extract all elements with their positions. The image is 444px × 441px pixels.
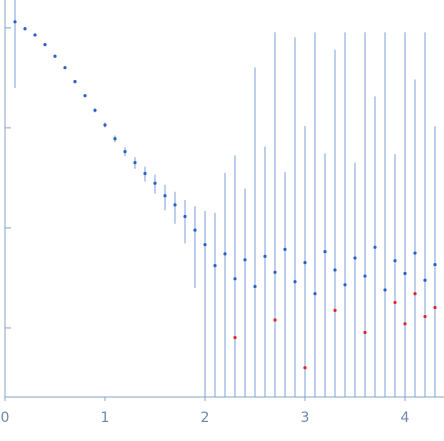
point xyxy=(143,171,147,176)
point xyxy=(333,268,337,272)
point xyxy=(403,271,407,276)
point xyxy=(283,247,287,251)
points xyxy=(13,20,437,370)
point xyxy=(363,330,367,335)
point xyxy=(303,366,307,370)
point xyxy=(23,27,27,31)
point xyxy=(53,54,57,58)
point xyxy=(73,80,77,84)
point xyxy=(343,283,347,287)
point xyxy=(213,264,217,268)
point xyxy=(323,249,327,254)
point xyxy=(333,308,337,312)
point xyxy=(273,270,277,274)
point xyxy=(93,108,97,112)
error-bars xyxy=(14,0,436,397)
point xyxy=(293,280,297,284)
point xyxy=(83,94,87,98)
point xyxy=(133,160,137,165)
point xyxy=(433,305,437,310)
x-tick-label: 4 xyxy=(401,410,410,426)
point xyxy=(233,277,237,281)
point xyxy=(253,284,257,289)
point xyxy=(193,228,197,232)
point xyxy=(123,149,127,154)
point xyxy=(113,137,117,141)
point xyxy=(413,292,417,296)
point xyxy=(393,259,397,263)
point xyxy=(423,314,427,319)
point xyxy=(103,123,107,127)
point xyxy=(203,243,207,247)
point xyxy=(243,258,247,262)
point xyxy=(223,252,227,256)
x-tick-label: 0 xyxy=(1,410,10,426)
point xyxy=(363,274,367,278)
x-tick-label: 1 xyxy=(101,410,110,426)
point xyxy=(413,251,417,255)
point xyxy=(313,292,317,296)
point xyxy=(173,203,177,207)
point xyxy=(233,336,237,340)
point xyxy=(383,288,387,292)
point xyxy=(353,256,357,260)
point xyxy=(263,254,267,258)
point xyxy=(393,300,397,305)
point xyxy=(163,194,167,198)
point xyxy=(273,318,277,322)
point xyxy=(183,214,187,219)
point xyxy=(403,322,407,326)
x-tick-label: 2 xyxy=(201,410,210,426)
point xyxy=(63,66,67,70)
x-tick-label: 3 xyxy=(301,410,310,426)
point xyxy=(33,33,37,37)
point xyxy=(373,245,377,249)
point xyxy=(303,261,307,265)
point xyxy=(423,278,427,282)
point xyxy=(13,20,17,24)
point xyxy=(43,43,47,47)
point xyxy=(433,262,437,267)
point xyxy=(153,181,157,185)
